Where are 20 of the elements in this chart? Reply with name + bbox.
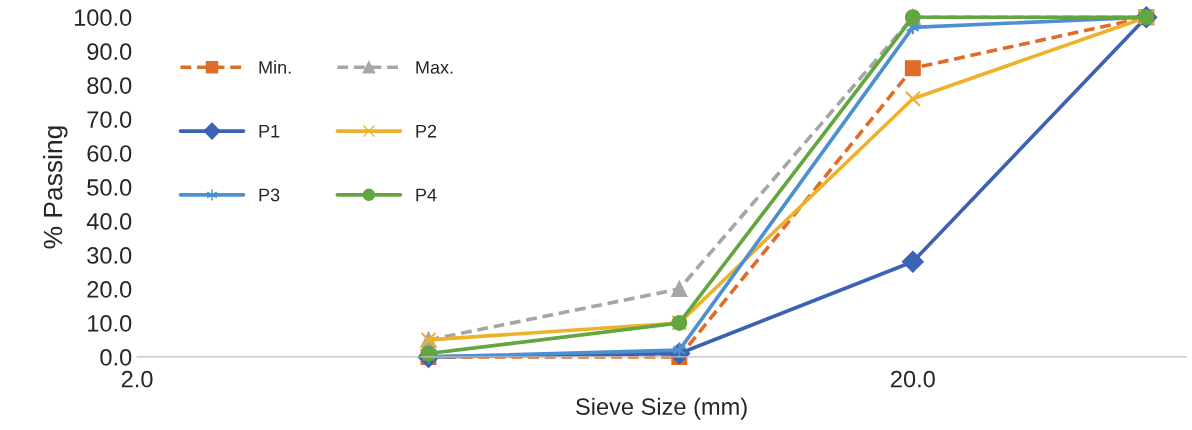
x-tick-label: 2.0 [121, 370, 153, 388]
y-tick-label: 60.0 [87, 145, 132, 162]
legend-label: P1 [259, 124, 280, 138]
y-tick-label: 100.0 [74, 9, 132, 26]
x-axis-title: Sieve Size (mm) [576, 397, 747, 420]
y-tick-label: 80.0 [87, 77, 132, 94]
y-tick-label: 20.0 [87, 281, 132, 298]
legend-label: Max. [416, 61, 453, 74]
y-axis-title: % Passing [42, 126, 68, 249]
y-tick-label: 30.0 [87, 247, 132, 264]
legend-label: P2 [416, 124, 437, 138]
legend-label: P3 [259, 188, 280, 202]
y-tick-label: 50.0 [87, 179, 132, 196]
y-tick-label: 90.0 [87, 43, 132, 60]
y-tick-label: 70.0 [87, 111, 132, 128]
y-tick-label: 10.0 [88, 315, 132, 332]
y-tick-label: 40.0 [86, 213, 132, 230]
legend-label: Min. [259, 60, 291, 74]
y-tick-label: 0.0 [100, 348, 132, 366]
legend-label: P4 [416, 188, 437, 202]
